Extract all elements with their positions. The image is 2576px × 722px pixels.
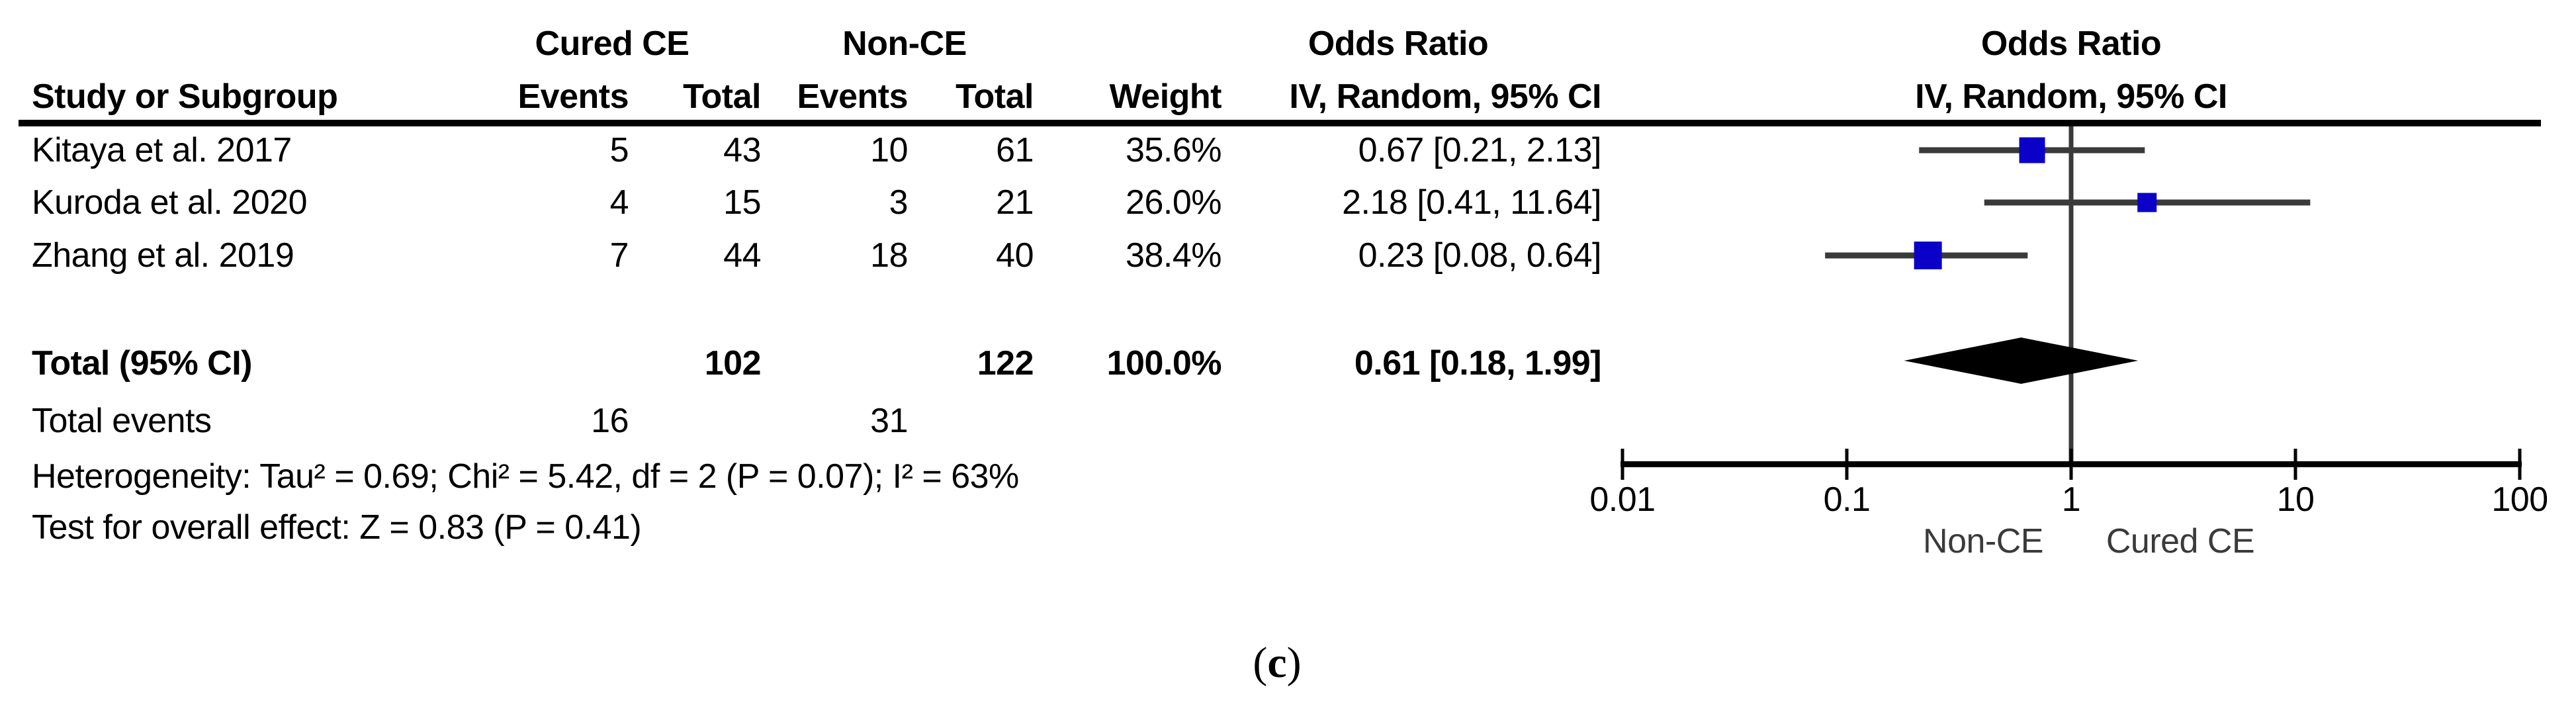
caption-paren-open: ( — [1253, 639, 1268, 687]
total-1-cell: 44 — [723, 236, 761, 275]
weight-cell: 35.6% — [1126, 131, 1221, 169]
axis-tick — [1845, 449, 1849, 480]
plot-header-iv-random: IV, Random, 95% CI — [1915, 77, 2227, 116]
null-effect-line — [2068, 126, 2074, 465]
col-header-weight: Weight — [1109, 77, 1222, 116]
study-marker — [2019, 137, 2045, 163]
axis-tick-label: 0.1 — [1823, 480, 1871, 519]
study-marker — [1914, 242, 1942, 269]
study-name: Kitaya et al. 2017 — [32, 131, 292, 169]
events-2-cell: 3 — [889, 183, 909, 222]
caption-paren-close: ) — [1286, 639, 1302, 687]
total-1-cell: 15 — [723, 183, 761, 222]
group-header-cured-ce: Cured CE — [535, 24, 689, 63]
total-events-2: 31 — [870, 402, 908, 440]
weight-cell: 26.0% — [1126, 183, 1221, 222]
overall-diamond — [1904, 338, 2139, 384]
events-1-cell: 4 — [609, 183, 629, 222]
total-2-sum: 122 — [977, 344, 1034, 383]
axis-tick-label: 100 — [2491, 480, 2548, 519]
col-header-iv-random: IV, Random, 95% CI — [1289, 77, 1601, 116]
or-ci-cell: 2.18 [0.41, 11.64] — [1342, 183, 1601, 222]
total-2-cell: 61 — [996, 131, 1034, 169]
total-1-cell: 43 — [723, 131, 761, 169]
total-events-1: 16 — [591, 402, 629, 440]
total-2-cell: 21 — [996, 183, 1034, 222]
group-header-non-ce: Non-CE — [842, 24, 967, 63]
axis-tick-label: 10 — [2276, 480, 2315, 519]
group-header-odds-ratio: Odds Ratio — [1308, 24, 1489, 63]
events-1-cell: 5 — [609, 131, 629, 169]
study-name: Zhang et al. 2019 — [32, 236, 294, 275]
axis-tick — [1621, 449, 1624, 480]
events-1-cell: 7 — [609, 236, 629, 275]
panel-caption: (c) — [1145, 637, 1409, 690]
col-header-events-1: Events — [517, 77, 629, 116]
study-marker — [2137, 193, 2157, 212]
study-name: Kuroda et al. 2020 — [32, 183, 308, 222]
favours-left-label: Non-CE — [1923, 522, 2043, 561]
weight-cell: 38.4% — [1126, 236, 1221, 275]
total-1-sum: 102 — [704, 344, 762, 383]
axis-tick-label: 0.01 — [1589, 480, 1656, 519]
axis-tick — [2293, 449, 2297, 480]
total-weight: 100.0% — [1106, 344, 1222, 383]
events-2-cell: 18 — [870, 236, 908, 275]
heterogeneity-text: Heterogeneity: Tau² = 0.69; Chi² = 5.42,… — [32, 457, 1019, 496]
or-ci-cell: 0.67 [0.21, 2.13] — [1358, 131, 1602, 169]
plot-header-odds-ratio: Odds Ratio — [1980, 24, 2162, 63]
caption-letter: c — [1267, 639, 1287, 687]
or-ci-cell: 0.23 [0.08, 0.64] — [1358, 236, 1602, 275]
col-header-total-2: Total — [955, 77, 1034, 116]
favours-right-label: Cured CE — [2106, 522, 2255, 561]
axis-tick — [2069, 449, 2073, 480]
overall-effect-text: Test for overall effect: Z = 0.83 (P = 0… — [32, 508, 642, 547]
col-header-study: Study or Subgroup — [32, 77, 338, 116]
events-2-cell: 10 — [870, 131, 908, 169]
col-header-total-1: Total — [683, 77, 761, 116]
axis-tick-label: 1 — [2061, 480, 2081, 519]
total-events-label: Total events — [32, 402, 212, 440]
total-2-cell: 40 — [996, 236, 1034, 275]
total-or-ci: 0.61 [0.18, 1.99] — [1354, 344, 1602, 383]
total-label: Total (95% CI) — [32, 344, 252, 383]
header-rule — [19, 120, 2541, 126]
col-header-events-2: Events — [797, 77, 908, 116]
axis-tick — [2518, 449, 2522, 480]
